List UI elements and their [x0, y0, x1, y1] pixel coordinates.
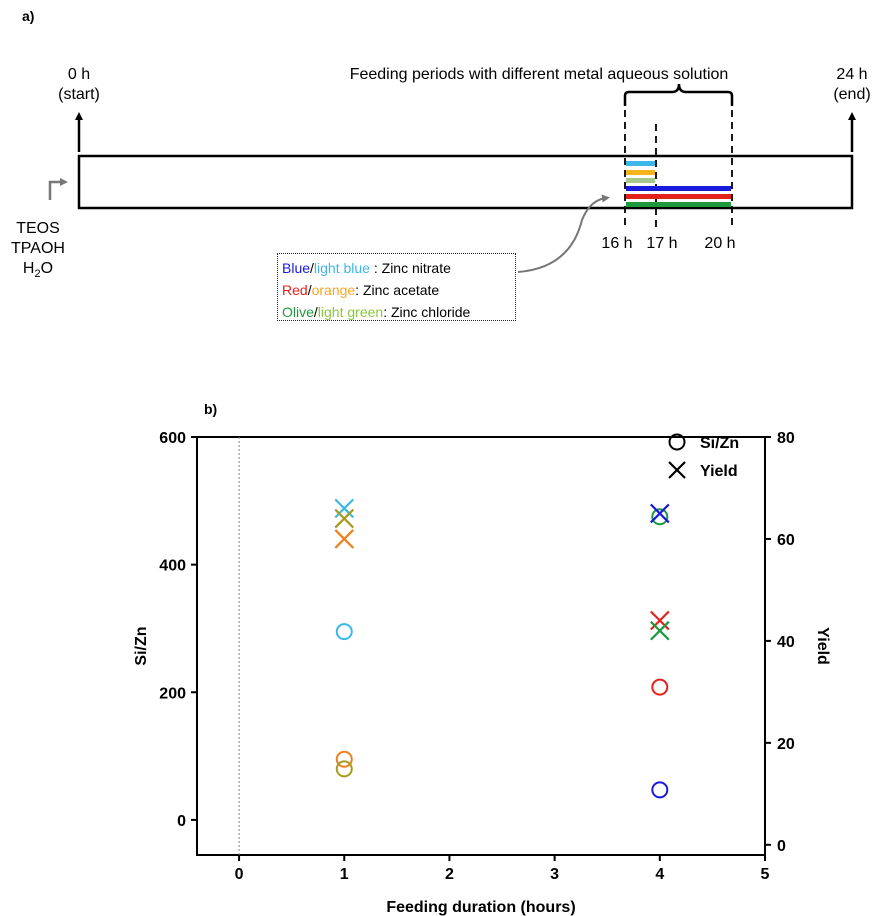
legend-color-light-green: light green — [317, 304, 384, 320]
y-right-tick-label: 0 — [777, 838, 786, 855]
feeding-brace — [623, 83, 734, 106]
si-zn-point — [335, 760, 353, 778]
yield-point — [650, 620, 670, 641]
panel-a-label: a) — [22, 8, 34, 24]
series-yield — [334, 498, 670, 641]
reagent-tpaoh: TPAOH — [11, 240, 65, 257]
feeding-title: Feeding periods with different metal aqu… — [350, 66, 729, 83]
feed-bar-red — [626, 194, 731, 199]
legend-desc-chloride: : Zinc chloride — [383, 304, 471, 320]
si-zn-point — [335, 750, 353, 768]
series-si-zn — [335, 508, 669, 799]
x-tick-label: 2 — [445, 866, 454, 883]
x-axis-label: Feeding duration (hours) — [386, 899, 575, 916]
x-tick-label: 0 — [235, 866, 244, 883]
si-zn-point — [651, 678, 669, 696]
color-legend-box: Blue/light blue : Zinc nitrate Red/orang… — [277, 253, 516, 321]
y-right-tick-label: 20 — [777, 736, 795, 753]
y-left-tick-label: 0 — [177, 813, 186, 830]
end-time-label: 24 h — [836, 66, 867, 83]
x-tick-label: 4 — [655, 866, 664, 883]
feed-bar-blue — [626, 186, 731, 191]
si-zn-point — [651, 781, 669, 799]
reactor-timeline-box — [77, 154, 854, 210]
yield-point — [650, 610, 670, 631]
legend-row-nitrate: Blue/light blue : Zinc nitrate — [282, 257, 515, 279]
x-tick-label: 1 — [340, 866, 349, 883]
legend-color-red: Red — [282, 282, 308, 298]
tick-17h: 17 h — [646, 235, 677, 252]
chart-legend: Si/Zn Yield — [668, 433, 739, 480]
inlet-arrow — [48, 178, 68, 200]
panel-b-label-text: b) — [204, 401, 217, 417]
y-left-tick-label: 200 — [159, 685, 186, 702]
legend-sep: / — [310, 260, 314, 276]
legend-color-orange: orange — [311, 282, 356, 298]
legend-sep: / — [307, 282, 312, 298]
start-time-label: 0 h — [68, 66, 90, 83]
x-axis: 0 1 2 3 4 5 — [235, 855, 770, 883]
legend-label-sizn: Si/Zn — [700, 435, 739, 452]
plot-frame — [196, 436, 766, 856]
yield-point — [650, 503, 670, 524]
legend-cross-marker — [668, 461, 686, 479]
legend-pointer-arrow — [517, 194, 610, 273]
feed-bar-light-blue — [626, 161, 655, 166]
legend-label-yield: Yield — [700, 463, 738, 480]
feed-bar-green — [626, 202, 731, 207]
y-left-tick-label: 600 — [159, 430, 186, 447]
legend-sep: / — [313, 304, 318, 320]
tick-20h: 20 h — [704, 235, 735, 252]
yield-point — [334, 508, 355, 529]
si-zn-point — [651, 508, 669, 526]
panel-b-label: b) — [204, 401, 217, 417]
legend-desc-nitrate: : Zinc nitrate — [369, 260, 451, 276]
y-axis-right: 0 20 40 60 80 — [765, 430, 795, 855]
y-right-tick-label: 60 — [777, 532, 795, 549]
y-axis-left-label: Si/Zn — [133, 626, 150, 665]
x-tick-label: 3 — [550, 866, 559, 883]
y-axis-left: 0 200 400 600 — [159, 430, 197, 830]
legend-row-acetate: Red/orange: Zinc acetate — [282, 279, 515, 301]
legend-color-olive: Olive — [282, 304, 314, 320]
legend-color-light-blue: light blue — [313, 260, 370, 276]
y-right-tick-label: 40 — [777, 634, 795, 651]
feed-bar-light-green — [626, 178, 655, 183]
y-axis-right-label: Yield — [814, 627, 831, 665]
si-zn-point — [335, 623, 353, 641]
reagent-teos: TEOS — [16, 220, 60, 237]
legend-row-chloride: Olive/light green: Zinc chloride — [282, 301, 515, 323]
tick-16h: 16 h — [601, 235, 632, 252]
panel-a-timeline: a) 0 h (start) 24 h (end) Feeding period… — [11, 8, 871, 280]
legend-color-blue: Blue — [282, 260, 311, 276]
y-right-tick-label: 80 — [777, 430, 795, 447]
y-left-tick-label: 400 — [159, 558, 186, 575]
yield-point — [334, 498, 355, 519]
legend-desc-acetate: : Zinc acetate — [355, 282, 440, 298]
end-note-label: (end) — [833, 86, 870, 103]
x-tick-label: 5 — [761, 866, 770, 883]
legend-circle-marker — [668, 433, 686, 451]
yield-point — [334, 529, 355, 549]
start-note-label: (start) — [58, 86, 100, 103]
feed-bar-orange — [626, 170, 655, 175]
reagent-water: H2O — [23, 260, 53, 280]
panel-b-chart: b) 0 1 2 3 4 5 0 200 400 600 0 20 40 60 80 Feeding d… — [133, 401, 831, 916]
